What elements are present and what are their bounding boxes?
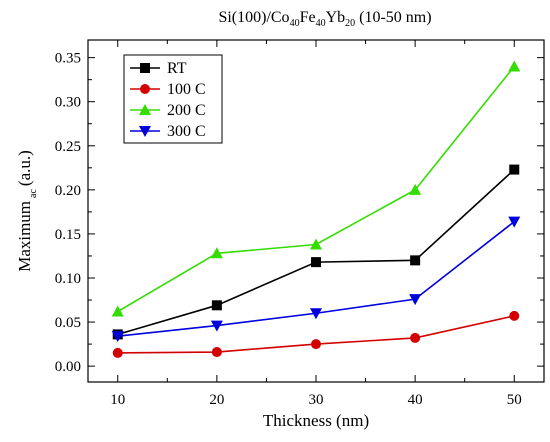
data-point: [509, 310, 520, 321]
chart-title-part: Si(100)/Co: [218, 9, 289, 26]
chart-title-part: 40: [290, 18, 300, 29]
y-axis-title-sub: ac: [28, 189, 39, 198]
x-tick-label: 40: [408, 392, 423, 408]
data-point: [509, 164, 520, 175]
legend-marker: [140, 63, 150, 73]
legend: RT 100 C 200 C 300 C: [123, 54, 223, 144]
data-point: [310, 238, 322, 250]
data-point: [410, 332, 421, 343]
series-3: [111, 216, 521, 343]
x-tick-label: 30: [309, 392, 324, 408]
data-point: [111, 305, 124, 317]
y-tick-label: 0.20: [55, 183, 81, 199]
x-tick-label: 50: [507, 392, 522, 408]
x-axis-title: Thickness (nm): [263, 411, 369, 430]
series-layer: [111, 60, 521, 358]
legend-item: 300 C: [130, 123, 206, 140]
chart-title: Si(100)/Co40Fe40Yb20 (10-50 nm): [218, 9, 431, 29]
data-point: [112, 347, 123, 358]
data-point: [311, 257, 321, 268]
data-point: [409, 294, 422, 306]
chart-title-part: (10-50 nm): [355, 9, 431, 26]
legend-label: 100 C: [167, 81, 206, 98]
y-axis-title-main: Maximum: [15, 201, 34, 272]
data-point: [310, 308, 322, 320]
y-tick-label: 0.05: [55, 315, 81, 331]
data-point: [210, 247, 223, 259]
chart-title-part: Yb: [326, 9, 346, 26]
y-tick-label: 0.00: [55, 359, 81, 375]
chart-title-part: 40: [316, 18, 326, 29]
data-point: [409, 183, 422, 195]
x-tick-label: 20: [209, 392, 224, 408]
legend-item: 200 C: [130, 102, 206, 119]
legend-item: RT: [130, 60, 187, 77]
y-tick-label: 0.10: [55, 271, 81, 287]
chart-title-part: Fe: [300, 9, 316, 26]
data-point: [211, 300, 222, 311]
legend-item: 100 C: [130, 81, 206, 98]
y-axis-title: Maximum ac (a.u.): [15, 150, 39, 272]
legend-label: 300 C: [167, 123, 206, 140]
series-2: [111, 60, 521, 317]
x-axis: 10 20 30 40 50: [110, 40, 522, 408]
legend-label: 200 C: [167, 102, 206, 119]
data-point: [311, 339, 321, 350]
y-axis-title-unit: (a.u.): [15, 150, 34, 186]
chart-title-part: 20: [345, 18, 355, 29]
y-axis: 0.00 0.05 0.10 0.15 0.20 0.25 0.30 0.35: [55, 51, 544, 375]
data-point: [210, 320, 223, 332]
legend-marker: [140, 84, 150, 94]
series-1: [112, 310, 520, 358]
legend-marker: [139, 126, 151, 137]
data-point: [508, 216, 521, 228]
x-tick-label: 10: [110, 392, 125, 408]
legend-marker: [139, 104, 151, 115]
y-tick-label: 0.35: [55, 51, 81, 67]
y-tick-label: 0.15: [55, 227, 81, 243]
data-point: [211, 347, 222, 358]
y-tick-label: 0.25: [55, 139, 81, 155]
data-point: [410, 255, 421, 266]
data-point: [508, 60, 521, 72]
y-tick-label: 0.30: [55, 95, 81, 111]
data-point: [111, 331, 124, 343]
legend-label: RT: [167, 60, 187, 77]
